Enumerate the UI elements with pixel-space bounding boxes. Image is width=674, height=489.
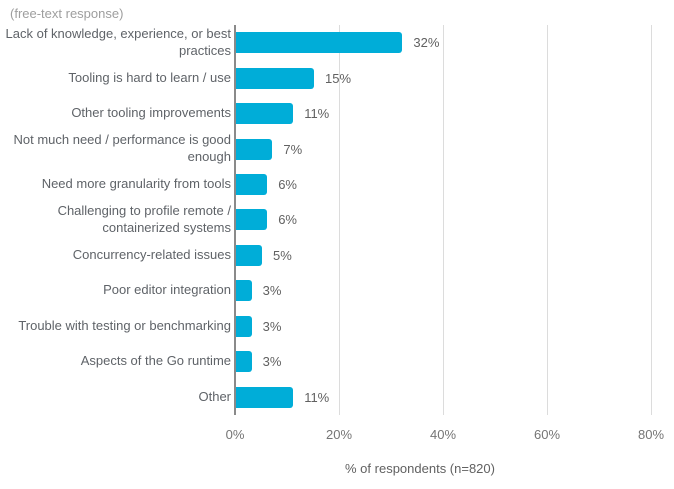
bar-value-label: 11% bbox=[304, 106, 330, 122]
bar bbox=[236, 67, 314, 89]
bar-cell: 15% bbox=[236, 67, 674, 89]
category-label: Other tooling improvements bbox=[71, 105, 231, 121]
x-tick-label: 0% bbox=[225, 427, 245, 442]
category-label: Aspects of the Go runtime bbox=[80, 353, 231, 369]
chart-row: Other 11% bbox=[0, 380, 674, 415]
x-tick-label: 40% bbox=[429, 427, 457, 442]
chart-row: Need more granularity from tools 6% bbox=[0, 167, 674, 202]
chart-row: Other tooling improvements 11% bbox=[0, 96, 674, 131]
bar bbox=[236, 138, 273, 160]
gridline bbox=[339, 25, 340, 415]
bar-value-label: 32% bbox=[413, 35, 440, 51]
bar-value-label: 3% bbox=[262, 283, 282, 299]
category-label: Other bbox=[198, 388, 231, 404]
bar bbox=[236, 209, 268, 231]
bar bbox=[236, 174, 268, 196]
bar-value-label: 3% bbox=[262, 354, 282, 370]
x-axis-ticks: 0% 20% 40% 60% 80% bbox=[226, 427, 664, 443]
category-label: Tooling is hard to learn / use bbox=[68, 69, 231, 85]
bar bbox=[236, 32, 403, 54]
chart-subtitle: (free-text response) bbox=[10, 6, 124, 21]
bar-value-label: 7% bbox=[283, 141, 303, 157]
x-tick-label: 60% bbox=[533, 427, 561, 442]
bar bbox=[236, 244, 262, 266]
bar-cell: 11% bbox=[236, 386, 674, 408]
x-axis-title: % of respondents (n=820) bbox=[345, 461, 495, 476]
bar bbox=[236, 351, 252, 373]
chart-row: Concurrency-related issues 5% bbox=[0, 238, 674, 273]
bar-value-label: 15% bbox=[325, 70, 352, 86]
chart-row: Poor editor integration 3% bbox=[0, 273, 674, 308]
bar-value-label: 11% bbox=[304, 389, 330, 405]
chart-rows: Lack of knowledge, experience, or best p… bbox=[0, 25, 674, 415]
plot-area bbox=[235, 25, 656, 415]
gridline bbox=[547, 25, 548, 415]
bar-cell: 3% bbox=[236, 315, 674, 337]
category-label: Not much need / performance is good enou… bbox=[13, 132, 231, 165]
chart-row: Not much need / performance is good enou… bbox=[0, 131, 674, 166]
bar-cell: 7% bbox=[236, 138, 674, 160]
y-axis-line bbox=[234, 25, 236, 415]
chart-row: Aspects of the Go runtime 3% bbox=[0, 344, 674, 379]
bar-cell: 6% bbox=[236, 174, 674, 196]
bar bbox=[236, 280, 252, 302]
bar bbox=[236, 315, 252, 337]
category-label: Need more granularity from tools bbox=[41, 176, 231, 192]
x-tick-label: 80% bbox=[637, 427, 665, 442]
category-label: Concurrency-related issues bbox=[72, 247, 231, 262]
gridline bbox=[443, 25, 444, 415]
bar-cell: 11% bbox=[236, 103, 674, 125]
bar bbox=[236, 386, 294, 408]
gridline bbox=[651, 25, 652, 415]
bar-cell: 5% bbox=[236, 244, 674, 266]
bar-value-label: 6% bbox=[278, 177, 297, 193]
x-tick-label: 20% bbox=[325, 427, 353, 442]
bar bbox=[236, 103, 294, 125]
chart-row: Challenging to profile remote / containe… bbox=[0, 202, 674, 237]
bar-cell: 6% bbox=[236, 209, 674, 231]
bar-value-label: 3% bbox=[262, 318, 282, 334]
bar-value-label: 6% bbox=[278, 212, 297, 228]
bar-value-label: 5% bbox=[273, 247, 292, 263]
category-label: Poor editor integration bbox=[103, 282, 231, 298]
category-label: Challenging to profile remote / containe… bbox=[57, 203, 231, 235]
bar-cell: 32% bbox=[236, 32, 674, 54]
category-label: Lack of knowledge, experience, or best p… bbox=[5, 25, 231, 58]
chart-row: Trouble with testing or benchmarking 3% bbox=[0, 309, 674, 344]
bar-cell: 3% bbox=[236, 280, 674, 302]
category-label: Trouble with testing or benchmarking bbox=[18, 317, 231, 333]
bar-cell: 3% bbox=[236, 351, 674, 373]
chart-row: Tooling is hard to learn / use 15% bbox=[0, 60, 674, 95]
chart-row: Lack of knowledge, experience, or best p… bbox=[0, 25, 674, 60]
